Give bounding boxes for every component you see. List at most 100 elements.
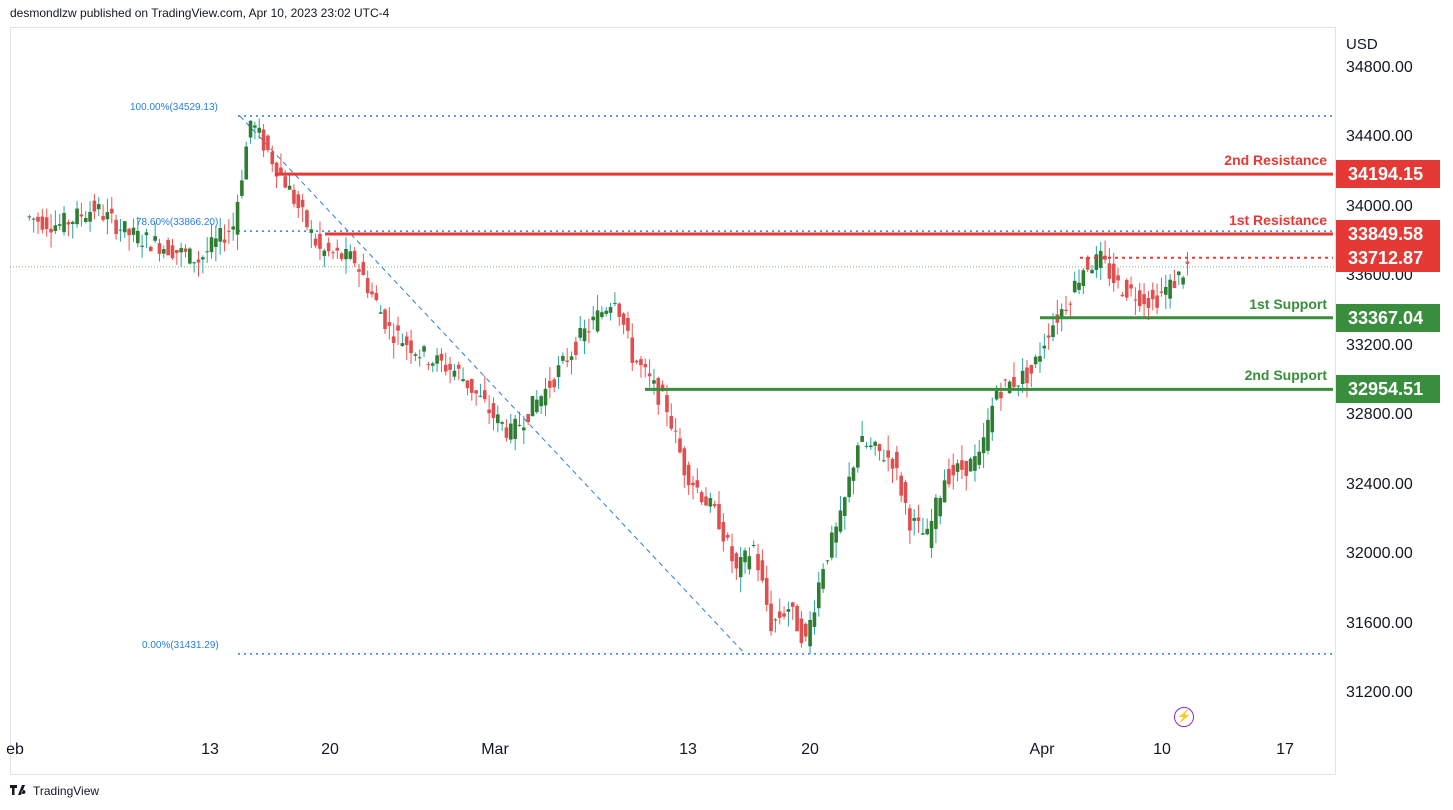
y-tick-label: 34000.00 bbox=[1346, 197, 1413, 215]
candle-body bbox=[1033, 356, 1038, 365]
candle-body bbox=[678, 438, 682, 453]
candle-body bbox=[361, 262, 366, 275]
candle-body bbox=[435, 355, 439, 364]
candle-body bbox=[1137, 290, 1142, 307]
candle-body bbox=[448, 363, 452, 370]
x-tick-label: 20 bbox=[321, 741, 339, 758]
candle-body bbox=[509, 423, 513, 440]
candle-body bbox=[665, 395, 669, 413]
chart-area[interactable] bbox=[10, 27, 1336, 775]
candle-body bbox=[149, 246, 153, 252]
candle-body bbox=[179, 248, 183, 253]
candle-body bbox=[947, 468, 951, 485]
candle-body bbox=[409, 340, 413, 354]
candle-body bbox=[270, 151, 275, 165]
candle-body bbox=[604, 310, 609, 314]
x-tick-label: 20 bbox=[801, 741, 819, 758]
price-flag[interactable]: 33367.04 bbox=[1336, 303, 1440, 332]
candle-body bbox=[1168, 279, 1172, 299]
candle-body bbox=[578, 328, 583, 338]
candle-body bbox=[322, 250, 327, 256]
candle-body bbox=[1072, 280, 1077, 293]
price-flag[interactable]: 32954.51 bbox=[1336, 375, 1440, 404]
candle-body bbox=[1068, 303, 1073, 305]
candle-body bbox=[934, 497, 938, 530]
price-flag[interactable]: 33712.87 bbox=[1336, 243, 1440, 272]
candle-body bbox=[496, 414, 500, 424]
candle-body bbox=[799, 618, 804, 644]
candle-body bbox=[400, 343, 405, 346]
price-flag[interactable]: 34194.15 bbox=[1336, 160, 1440, 189]
candle-body bbox=[686, 464, 691, 486]
candle-body bbox=[1146, 298, 1151, 308]
flash-icon[interactable]: ⚡ bbox=[1174, 707, 1194, 727]
candle-body bbox=[109, 208, 114, 214]
candle-body bbox=[49, 228, 53, 233]
candle-body bbox=[318, 233, 322, 249]
candle-body bbox=[326, 242, 331, 252]
candle-body bbox=[426, 364, 431, 366]
candle-body bbox=[396, 325, 400, 331]
candle-body bbox=[240, 180, 244, 196]
candle-body bbox=[192, 262, 196, 264]
candle-body bbox=[478, 395, 483, 397]
candle-body bbox=[443, 364, 448, 372]
candle-body bbox=[535, 399, 539, 413]
candle-body bbox=[188, 248, 192, 264]
candle-body bbox=[834, 526, 838, 543]
candle-body bbox=[335, 247, 340, 251]
candle-body bbox=[760, 560, 765, 581]
candle-body bbox=[613, 302, 617, 304]
candle-body bbox=[682, 448, 687, 476]
candle-body bbox=[83, 217, 88, 222]
candle-body bbox=[201, 257, 205, 260]
candle-body bbox=[786, 609, 791, 612]
candle-body bbox=[725, 534, 730, 538]
candle-body bbox=[105, 212, 110, 220]
candle-body bbox=[843, 497, 847, 517]
candle-body bbox=[630, 337, 635, 363]
candle-body bbox=[235, 201, 240, 235]
candle-body bbox=[795, 605, 799, 632]
candle-body bbox=[816, 582, 821, 609]
candle-body bbox=[782, 613, 786, 617]
candle-body bbox=[1107, 263, 1112, 279]
candle-body bbox=[1020, 370, 1025, 385]
candle-body bbox=[643, 364, 648, 368]
tradingview-logo-icon bbox=[10, 785, 26, 795]
candle-body bbox=[851, 467, 856, 481]
candle-body bbox=[231, 226, 236, 230]
candle-body bbox=[803, 623, 808, 637]
price-flag[interactable]: 33849.58 bbox=[1336, 220, 1440, 248]
candle-body bbox=[300, 199, 305, 208]
candle-body bbox=[140, 245, 144, 247]
candle-body bbox=[1094, 254, 1099, 270]
candle-body bbox=[261, 129, 266, 151]
x-tick-label: 13 bbox=[201, 741, 219, 758]
candle-body bbox=[600, 312, 604, 318]
candle-body bbox=[999, 391, 1003, 399]
candle-body bbox=[903, 482, 908, 503]
candle-body bbox=[769, 603, 773, 632]
candle-body bbox=[482, 390, 487, 400]
candle-body bbox=[1129, 284, 1133, 289]
candle-body bbox=[175, 250, 179, 254]
candle-body bbox=[981, 437, 986, 454]
candle-body bbox=[1007, 381, 1012, 394]
candle-body bbox=[500, 422, 504, 424]
candle-body bbox=[170, 245, 175, 259]
candle-body bbox=[44, 217, 49, 230]
candle-body bbox=[656, 378, 661, 405]
level-label-1st-support: 1st Support bbox=[1249, 295, 1327, 312]
candle-body bbox=[721, 522, 726, 542]
candle-body bbox=[994, 390, 999, 400]
footer-brand[interactable]: TradingView bbox=[10, 784, 99, 798]
candle-body bbox=[331, 252, 335, 254]
candle-body bbox=[1077, 282, 1081, 290]
candle-body bbox=[747, 556, 752, 570]
candle-body bbox=[344, 249, 348, 260]
x-tick-label: 17 bbox=[1276, 741, 1294, 758]
candle-body bbox=[539, 396, 543, 407]
candle-body bbox=[36, 216, 40, 222]
